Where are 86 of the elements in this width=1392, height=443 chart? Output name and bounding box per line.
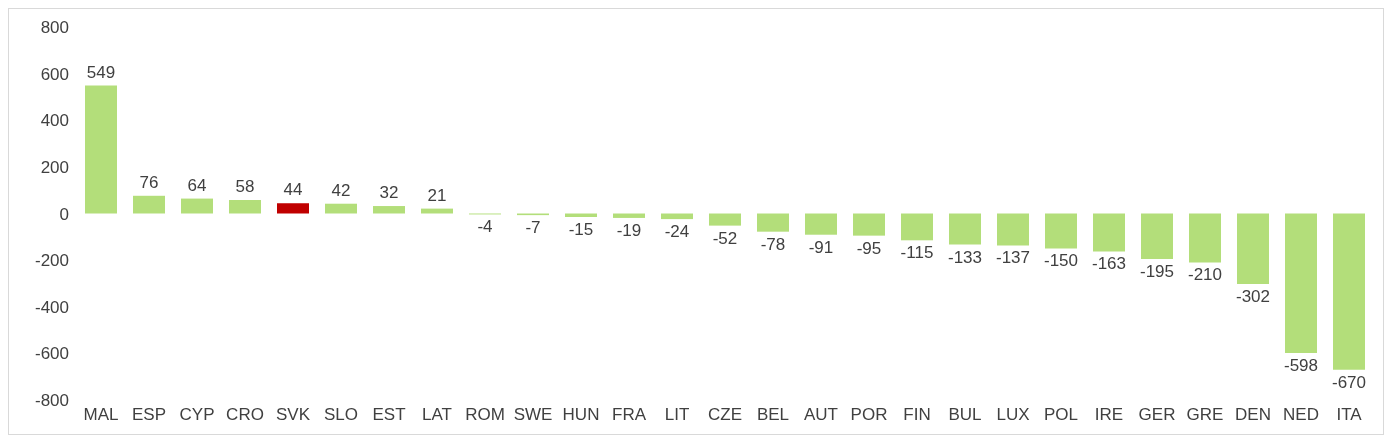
y-tick-label: 600: [40, 64, 69, 84]
data-label: -210: [1187, 265, 1223, 285]
data-label: 32: [379, 183, 399, 203]
bar: [1141, 213, 1173, 259]
y-tick-label: -200: [34, 251, 69, 271]
x-tick-label: SLO: [323, 405, 359, 425]
bar: [757, 213, 789, 232]
x-tick-label: BEL: [756, 405, 790, 425]
x-tick-label: SWE: [513, 405, 553, 425]
bar: [901, 213, 933, 241]
data-label: -52: [712, 228, 738, 248]
bar: [949, 213, 981, 245]
data-label: -24: [664, 222, 690, 242]
x-tick-label: SVK: [275, 405, 311, 425]
x-tick-label: AUT: [804, 405, 838, 425]
x-tick-label: ROM: [465, 405, 505, 425]
x-tick-label: CRO: [226, 405, 264, 425]
bar: [613, 213, 645, 218]
x-tick-label: BUL: [948, 405, 982, 425]
x-tick-label: CYP: [179, 405, 215, 425]
x-tick-label: HUN: [562, 405, 600, 425]
bar: [1333, 213, 1365, 370]
x-tick-label: IRE: [1094, 405, 1124, 425]
y-tick-label: -400: [34, 297, 69, 317]
data-label: -4: [477, 217, 493, 237]
data-label: -91: [808, 237, 834, 257]
bar: [1093, 213, 1125, 252]
x-tick-label: GRE: [1186, 405, 1224, 425]
x-tick-label: LUX: [996, 405, 1030, 425]
data-label: -15: [568, 220, 594, 239]
bar: [1189, 213, 1221, 263]
data-label: 76: [139, 172, 159, 192]
x-tick-label: CZE: [708, 405, 742, 425]
x-tick-label: LIT: [664, 405, 690, 425]
y-tick-label: 200: [40, 157, 69, 177]
bar: [805, 213, 837, 235]
x-tick-label: EST: [372, 405, 406, 425]
data-label: 58: [235, 176, 255, 196]
y-tick-label: -800: [34, 391, 69, 411]
bar: [1045, 213, 1077, 249]
y-tick-label: 0: [59, 204, 69, 224]
x-tick-label: ESP: [131, 405, 167, 425]
data-label: 21: [427, 185, 447, 205]
x-tick-label: MAL: [83, 405, 119, 425]
data-label: -598: [1283, 355, 1319, 375]
bar: [277, 203, 309, 214]
bar: [229, 199, 261, 214]
data-label: -137: [995, 248, 1031, 268]
x-tick-label: FRA: [612, 405, 647, 425]
data-label: 42: [331, 180, 351, 200]
bar: [997, 213, 1029, 246]
data-label: 549: [86, 62, 116, 82]
data-label: 64: [187, 175, 207, 195]
y-tick-label: -600: [34, 344, 69, 364]
data-label: -78: [760, 234, 786, 254]
x-tick-label: DEN: [1235, 405, 1271, 425]
x-tick-label: FIN: [903, 405, 931, 425]
data-label: -95: [856, 238, 882, 258]
bar: [853, 213, 885, 236]
x-tick-label: GER: [1138, 405, 1176, 425]
data-label: -302: [1235, 286, 1271, 306]
bar: [133, 195, 165, 214]
y-tick-label: 800: [40, 18, 69, 38]
x-tick-label: ITA: [1336, 405, 1363, 425]
x-tick-label: NED: [1283, 405, 1319, 425]
data-label: -670: [1331, 372, 1367, 392]
bar: [181, 198, 213, 214]
data-label: -115: [900, 243, 934, 263]
x-tick-label: POL: [1043, 405, 1079, 425]
bar: [1285, 213, 1317, 353]
data-label: -133: [947, 247, 983, 267]
data-label: -163: [1091, 254, 1127, 274]
bar: [85, 85, 117, 214]
data-label: -195: [1139, 261, 1175, 281]
bar: [325, 203, 357, 214]
bar: [709, 213, 741, 226]
bar: [1237, 213, 1269, 284]
x-tick-label: POR: [850, 405, 888, 425]
data-label: -19: [616, 220, 642, 240]
data-label: -7: [525, 218, 541, 238]
data-label: 44: [283, 180, 303, 200]
bar: [373, 206, 405, 214]
y-tick-label: 400: [40, 111, 69, 131]
bar: [421, 208, 453, 214]
data-label: -150: [1043, 251, 1079, 271]
x-tick-label: LAT: [422, 405, 452, 425]
